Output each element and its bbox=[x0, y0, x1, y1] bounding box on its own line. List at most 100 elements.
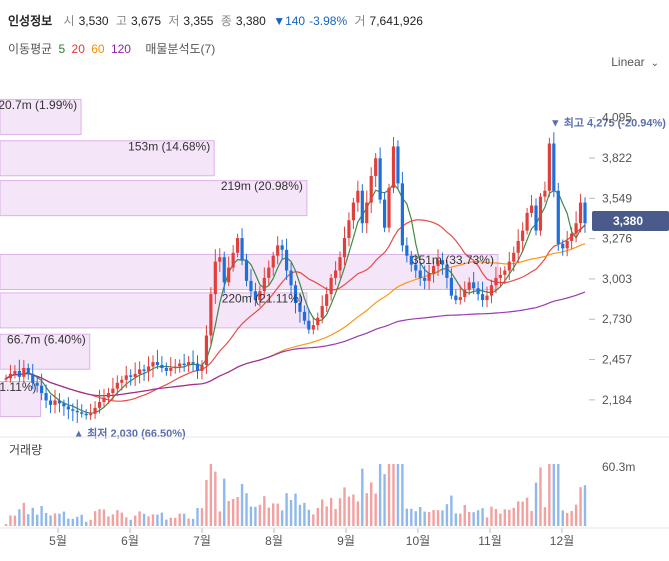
candle-body bbox=[427, 273, 431, 281]
volume-bar bbox=[352, 494, 355, 526]
volume-bar bbox=[116, 510, 119, 526]
candle-body bbox=[565, 240, 569, 249]
volume-bar bbox=[276, 503, 279, 526]
volume-bar bbox=[209, 464, 213, 526]
candle-body bbox=[187, 362, 191, 366]
volume-bar bbox=[441, 510, 444, 526]
scale-dropdown[interactable]: Linear ⌄ bbox=[611, 55, 659, 69]
volume-bar bbox=[151, 514, 155, 526]
candle-body bbox=[338, 257, 342, 271]
volume-bar bbox=[44, 513, 48, 526]
candle-body bbox=[480, 294, 485, 301]
candle-body bbox=[454, 295, 458, 301]
volume-bar bbox=[236, 497, 239, 526]
volume-bar bbox=[9, 515, 12, 526]
volume-profile-band bbox=[0, 253, 499, 290]
volume-bar bbox=[552, 464, 556, 526]
candle-body bbox=[262, 277, 266, 292]
candle-body bbox=[84, 413, 88, 416]
volume-bar bbox=[374, 493, 377, 526]
candle-body bbox=[494, 277, 498, 286]
candle-body bbox=[311, 325, 315, 330]
ma-20[interactable]: 20 bbox=[71, 42, 85, 56]
candle-body bbox=[213, 261, 217, 295]
volume-bar bbox=[450, 495, 453, 526]
volume-bar bbox=[423, 511, 426, 526]
candle-body bbox=[151, 362, 155, 367]
ma-5-line bbox=[5, 183, 586, 414]
volume-bar bbox=[476, 510, 480, 526]
candle-body bbox=[244, 260, 249, 281]
candle-body bbox=[111, 388, 115, 394]
volume-bar bbox=[156, 514, 159, 526]
candle-body bbox=[387, 187, 391, 228]
volume-profile-label: 20.7m (1.99%) bbox=[0, 98, 77, 112]
volume-bar bbox=[200, 508, 204, 526]
volume-bar bbox=[565, 513, 569, 526]
candle-body bbox=[534, 205, 538, 231]
volume-bar bbox=[534, 482, 538, 526]
candle-body bbox=[267, 267, 271, 278]
volume-bar bbox=[387, 464, 391, 526]
candle-body bbox=[574, 223, 578, 234]
candle-body bbox=[71, 409, 75, 411]
candle-body bbox=[507, 261, 511, 271]
x-tick-label: 11월 bbox=[478, 534, 502, 548]
ma-5[interactable]: 5 bbox=[58, 42, 66, 56]
volume-bar bbox=[414, 511, 417, 526]
candle-body bbox=[400, 183, 404, 246]
ma-120[interactable]: 120 bbox=[110, 42, 131, 56]
volume-bar bbox=[365, 493, 368, 526]
volume-bar bbox=[468, 512, 471, 526]
volume-bar bbox=[530, 511, 533, 526]
volume-profile-label: 66.7m (6.40%) bbox=[7, 333, 86, 347]
volume-bar bbox=[31, 507, 34, 526]
open-label: 시 bbox=[63, 14, 75, 28]
candle-body bbox=[240, 238, 244, 261]
volume-bar bbox=[240, 484, 244, 526]
candle-body bbox=[209, 294, 213, 336]
volume-bar bbox=[463, 505, 466, 526]
volume-profile-toggle[interactable]: 매물분석도(7) bbox=[145, 42, 216, 56]
scale-label: Linear bbox=[611, 55, 645, 69]
candle-body bbox=[476, 288, 480, 295]
y-tick-label: 3,549 bbox=[602, 191, 632, 205]
volume-max-label: 60.3m bbox=[602, 460, 635, 474]
candle-body bbox=[521, 230, 525, 241]
candle-body bbox=[258, 291, 262, 301]
low-marker: ▲ 최저 2,030 (66.50%) bbox=[73, 426, 186, 440]
x-tick-label: 12월 bbox=[550, 534, 574, 548]
volume-bar bbox=[71, 518, 75, 526]
volume-bar bbox=[35, 514, 39, 526]
candle-body bbox=[369, 175, 373, 203]
volume-bar bbox=[280, 510, 284, 526]
y-tick-label: 3,276 bbox=[602, 232, 632, 246]
candle-body bbox=[391, 146, 396, 188]
volume-bar bbox=[58, 513, 61, 526]
candle-body bbox=[129, 375, 133, 377]
volume-bar bbox=[272, 503, 275, 526]
y-tick-label: 2,730 bbox=[602, 312, 632, 326]
candle-body bbox=[543, 190, 547, 197]
candle-body bbox=[57, 400, 62, 404]
candle-body bbox=[552, 143, 556, 191]
candle-body bbox=[378, 158, 382, 200]
moving-average-bar: 이동평균 5 20 60 120 매물분석도(7) bbox=[8, 40, 218, 57]
candle-body bbox=[178, 363, 182, 367]
volume-bar bbox=[432, 510, 435, 526]
volume-bar bbox=[343, 487, 346, 526]
candle-body bbox=[271, 255, 275, 268]
volume-bar bbox=[138, 511, 141, 526]
volume-bar bbox=[561, 510, 564, 526]
candle-body bbox=[418, 270, 422, 278]
candle-body bbox=[8, 373, 13, 379]
candle-body bbox=[142, 369, 146, 371]
volume-bar bbox=[329, 497, 333, 526]
volume-bar bbox=[508, 509, 511, 526]
candle-body bbox=[249, 280, 253, 292]
ma-60[interactable]: 60 bbox=[91, 42, 105, 56]
candle-body bbox=[222, 257, 226, 283]
candle-body bbox=[293, 285, 298, 303]
volume-bar bbox=[307, 509, 311, 526]
